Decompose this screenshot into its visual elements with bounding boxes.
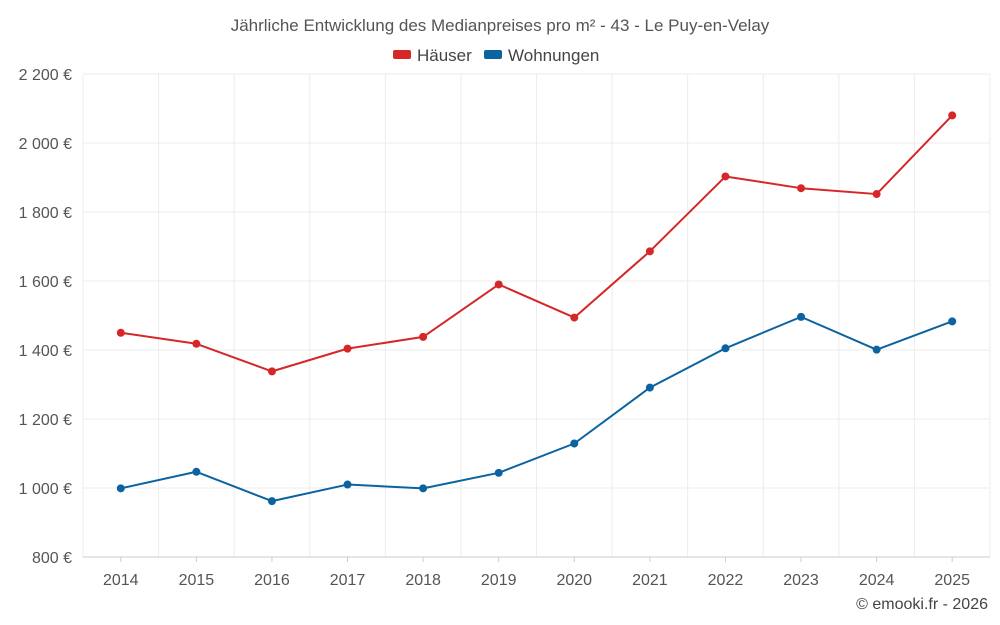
x-tick-label: 2020 [556,572,592,589]
x-tick-label: 2023 [783,572,819,589]
legend-swatch-haeuser [393,50,411,59]
data-point-haeuser[interactable] [570,313,579,322]
x-tick-label: 2018 [405,572,441,589]
y-tick-label: 1 600 € [19,274,72,291]
y-tick-label: 2 000 € [19,136,72,153]
data-point-haeuser[interactable] [721,172,730,181]
series-line-haeuser [120,114,953,373]
data-point-wohnungen[interactable] [645,383,654,392]
data-point-wohnungen[interactable] [797,312,806,321]
data-point-haeuser[interactable] [343,344,352,353]
legend-label-haeuser[interactable]: Häuser [417,46,472,65]
x-tick-label: 2014 [103,572,139,589]
chart-title: Jährliche Entwicklung des Medianpreises … [231,16,770,35]
data-point-haeuser[interactable] [192,339,201,348]
grid-layer [82,73,991,557]
x-tick-label: 2017 [330,572,366,589]
x-tick-label: 2024 [859,572,895,589]
data-point-haeuser[interactable] [494,280,503,289]
data-point-wohnungen[interactable] [872,345,881,354]
data-point-wohnungen[interactable] [192,467,201,476]
data-point-haeuser[interactable] [948,111,957,120]
x-tick-label: 2016 [254,572,290,589]
x-tick-label: 2025 [934,572,970,589]
legend-swatch-wohnungen [484,50,502,59]
data-point-wohnungen[interactable] [570,439,579,448]
y-tick-label: 800 € [32,550,72,567]
data-point-wohnungen[interactable] [419,484,428,493]
data-point-haeuser[interactable] [419,332,428,341]
y-tick-label: 2 200 € [19,67,72,84]
data-point-haeuser[interactable] [872,190,881,199]
legend-label-wohnungen[interactable]: Wohnungen [508,46,599,65]
credit-text: © emooki.fr - 2026 [856,596,988,613]
y-tick-label: 1 400 € [19,343,72,360]
series-line-wohnungen [120,315,953,503]
x-tick-label: 2015 [179,572,215,589]
y-tick-label: 1 000 € [19,481,72,498]
data-point-haeuser[interactable] [267,367,276,376]
data-point-wohnungen[interactable] [948,317,957,326]
x-tick-label: 2022 [708,572,744,589]
x-tick-label: 2019 [481,572,517,589]
y-tick-label: 1 800 € [19,205,72,222]
data-point-wohnungen[interactable] [343,480,352,489]
data-point-haeuser[interactable] [116,328,125,337]
y-tick-label: 1 200 € [19,412,72,429]
data-point-haeuser[interactable] [797,184,806,193]
data-point-haeuser[interactable] [645,247,654,256]
x-tick-label: 2021 [632,572,668,589]
data-point-wohnungen[interactable] [494,468,503,477]
data-point-wohnungen[interactable] [116,484,125,493]
data-point-wohnungen[interactable] [267,497,276,506]
series-layer [116,111,957,506]
data-point-wohnungen[interactable] [721,344,730,353]
legend: Häuser Wohnungen [393,46,599,65]
axis-layer: 800 € 1 000 € 1 200 € 1 400 € 1 600 € 1 800 €… [19,67,990,589]
